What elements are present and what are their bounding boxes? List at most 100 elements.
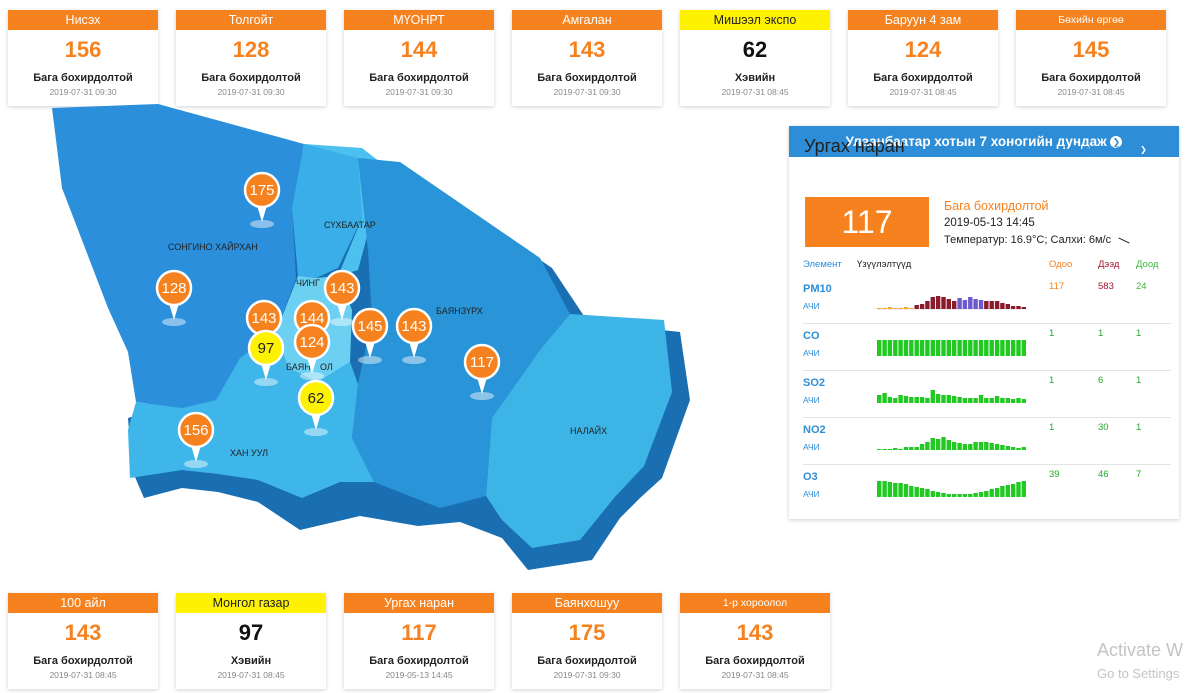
- station-card-muonrt[interactable]: МҮОНРТ 144 Бага бохирдолтой 2019-07-31 0…: [344, 10, 494, 106]
- station-card-nisekh[interactable]: Нисэх 156 Бага бохирдолтой 2019-07-31 09…: [8, 10, 158, 106]
- pollutant-row-so2[interactable]: SO2 АЧИ 1 6 1: [803, 371, 1171, 418]
- sparkline-bar: [973, 299, 978, 309]
- sparkline-bar: [968, 340, 973, 356]
- marker-value: 143: [401, 318, 426, 335]
- station-card-bokhiin-urguu[interactable]: Бөхийн өргөө 145 Бага бохирдолтой 2019-0…: [1016, 10, 1166, 106]
- station-marker[interactable]: 145: [351, 307, 389, 364]
- sparkline-bar: [957, 298, 962, 309]
- sparkline-bar: [925, 340, 930, 356]
- sparkline-bar: [925, 489, 930, 497]
- sparkline-bar: [946, 494, 951, 497]
- sparkline-bar: [930, 438, 935, 450]
- station-card-status: Бага бохирдолтой: [369, 72, 469, 84]
- station-marker[interactable]: 128: [155, 269, 193, 326]
- district-label: СҮХБААТАР: [324, 220, 376, 230]
- sparkline-bar: [930, 297, 935, 309]
- sparkline-bar: [877, 340, 882, 356]
- sparkline-bar: [893, 308, 898, 309]
- district-nalaikh[interactable]: [486, 314, 672, 548]
- sparkline-bar: [1000, 303, 1005, 309]
- sparkline-bar: [968, 297, 973, 309]
- sparkline-bar: [941, 395, 946, 403]
- station-card-baruun-4-zam[interactable]: Баруун 4 зам 124 Бага бохирдолтой 2019-0…: [848, 10, 998, 106]
- station-marker[interactable]: 124: [293, 323, 331, 380]
- marker-shadow: [250, 220, 274, 228]
- station-card-status: Бага бохирдолтой: [33, 72, 133, 84]
- sparkline-bar: [887, 307, 893, 309]
- station-card-tolgoit[interactable]: Толгойт 128 Бага бохирдолтой 2019-07-31 …: [176, 10, 326, 106]
- sparkline-bar: [1010, 399, 1016, 403]
- station-card-value: 144: [400, 37, 438, 62]
- station-card-value: 143: [736, 620, 774, 645]
- station-marker[interactable]: 143: [395, 307, 433, 364]
- district-chingeltei[interactable]: [292, 144, 362, 278]
- sparkline-bar: [957, 340, 962, 356]
- sparkline-bar: [984, 442, 989, 450]
- district-khan-uul[interactable]: [128, 332, 374, 498]
- pollutant-unit: АЧИ: [803, 301, 820, 311]
- pollutant-row-no2[interactable]: NO2 АЧИ 1 30 1: [803, 418, 1171, 465]
- station-card-value: 143: [64, 620, 102, 645]
- station-card-100-ail[interactable]: 100 айл 143 Бага бохирдолтой 2019-07-31 …: [8, 593, 158, 689]
- pollutant-sparkline: [877, 437, 1026, 450]
- sparkline-bar: [1021, 481, 1026, 497]
- station-card-bayankhoshuu[interactable]: Баянхошуу 175 Бага бохирдолтой 2019-07-3…: [512, 593, 662, 689]
- sparkline-bar: [935, 296, 941, 309]
- sparkline-bar: [952, 301, 957, 309]
- sparkline-bar: [973, 340, 978, 356]
- pollutant-row-o3[interactable]: O3 АЧИ 39 46 7: [803, 465, 1171, 511]
- station-card-time: 2019-07-31 08:45: [217, 670, 285, 680]
- sparkline-bar: [968, 494, 973, 497]
- station-card-time: 2019-07-31 09:30: [553, 87, 621, 97]
- sparkline-bar: [989, 489, 994, 497]
- sparkline-bar: [946, 340, 951, 356]
- marker-circle: [293, 323, 331, 361]
- pollutant-sparkline: [877, 390, 1026, 403]
- pollutant-unit: АЧИ: [803, 395, 820, 405]
- station-card-time: 2019-07-31 09:30: [49, 87, 117, 97]
- sparkline-bar: [962, 398, 968, 403]
- station-card-urgakh-naran[interactable]: Ургах наран 117 Бага бохирдолтой 2019-05…: [344, 593, 494, 689]
- sparkline-bar: [1000, 398, 1005, 403]
- pollutant-row-co[interactable]: CO АЧИ 1 1 1: [803, 324, 1171, 371]
- district-songinokhairkhan[interactable]: [52, 104, 304, 408]
- district-bayanzurkh[interactable]: [352, 158, 570, 508]
- station-marker[interactable]: 97: [247, 329, 285, 386]
- sparkline-bar: [877, 395, 882, 403]
- district-label: БАЯН: [286, 362, 311, 372]
- sparkline-bar: [898, 449, 903, 450]
- pollutant-min: 1: [1136, 328, 1142, 339]
- marker-circle: [297, 379, 335, 417]
- station-marker[interactable]: 175: [243, 171, 281, 228]
- sparkline-bar: [1010, 306, 1016, 309]
- sparkline-bar: [994, 444, 1000, 450]
- sparkline-bar: [903, 447, 909, 450]
- sparkline-bar: [893, 483, 898, 497]
- pollutant-min: 7: [1136, 469, 1142, 480]
- station-card-mongol-gazar[interactable]: Монгол газар 97 Хэвийн 2019-07-31 08:45: [176, 593, 326, 689]
- more-info-link[interactable]: Дэлгэрэнгүй мэдээлэл ❯: [1010, 142, 1149, 156]
- station-card-misheel-expo[interactable]: Мишээл экспо 62 Хэвийн 2019-07-31 08:45: [680, 10, 830, 106]
- station-card-1-r-khoroolol[interactable]: 1-р хороолол 143 Бага бохирдолтой 2019-0…: [680, 593, 830, 689]
- aqi-value-box: 117: [805, 197, 929, 247]
- marker-shadow: [304, 428, 328, 436]
- sparkline-bar: [877, 308, 882, 309]
- station-card-time: 2019-07-31 09:30: [385, 87, 453, 97]
- panel-header[interactable]: Улаанбаатар хотын 7 хоногийн дундаж ❯: [789, 126, 1179, 157]
- pollutant-max: 1: [1098, 328, 1104, 339]
- station-marker[interactable]: 143: [323, 269, 361, 326]
- sparkline-bar: [919, 304, 925, 309]
- sparkline-bar: [1021, 399, 1026, 403]
- station-marker[interactable]: 62: [297, 379, 335, 436]
- district-label: ХАН УУЛ: [230, 448, 268, 458]
- weather-text: Температур: 16.9°C; Салхи: 6м/с: [944, 234, 1112, 246]
- district-label: ОЛ: [320, 362, 333, 372]
- sparkline-bar: [973, 398, 978, 403]
- station-card-amgalan[interactable]: Амгалан 143 Бага бохирдолтой 2019-07-31 …: [512, 10, 662, 106]
- pollutant-row-pm10[interactable]: PM10 АЧИ 117 583 24: [803, 277, 1171, 324]
- station-card-value: 97: [238, 620, 264, 645]
- station-marker[interactable]: 156: [177, 411, 215, 468]
- station-card-time: 2019-07-31 08:45: [49, 670, 117, 680]
- station-marker[interactable]: 117: [463, 343, 501, 400]
- sparkline-bar: [989, 301, 994, 309]
